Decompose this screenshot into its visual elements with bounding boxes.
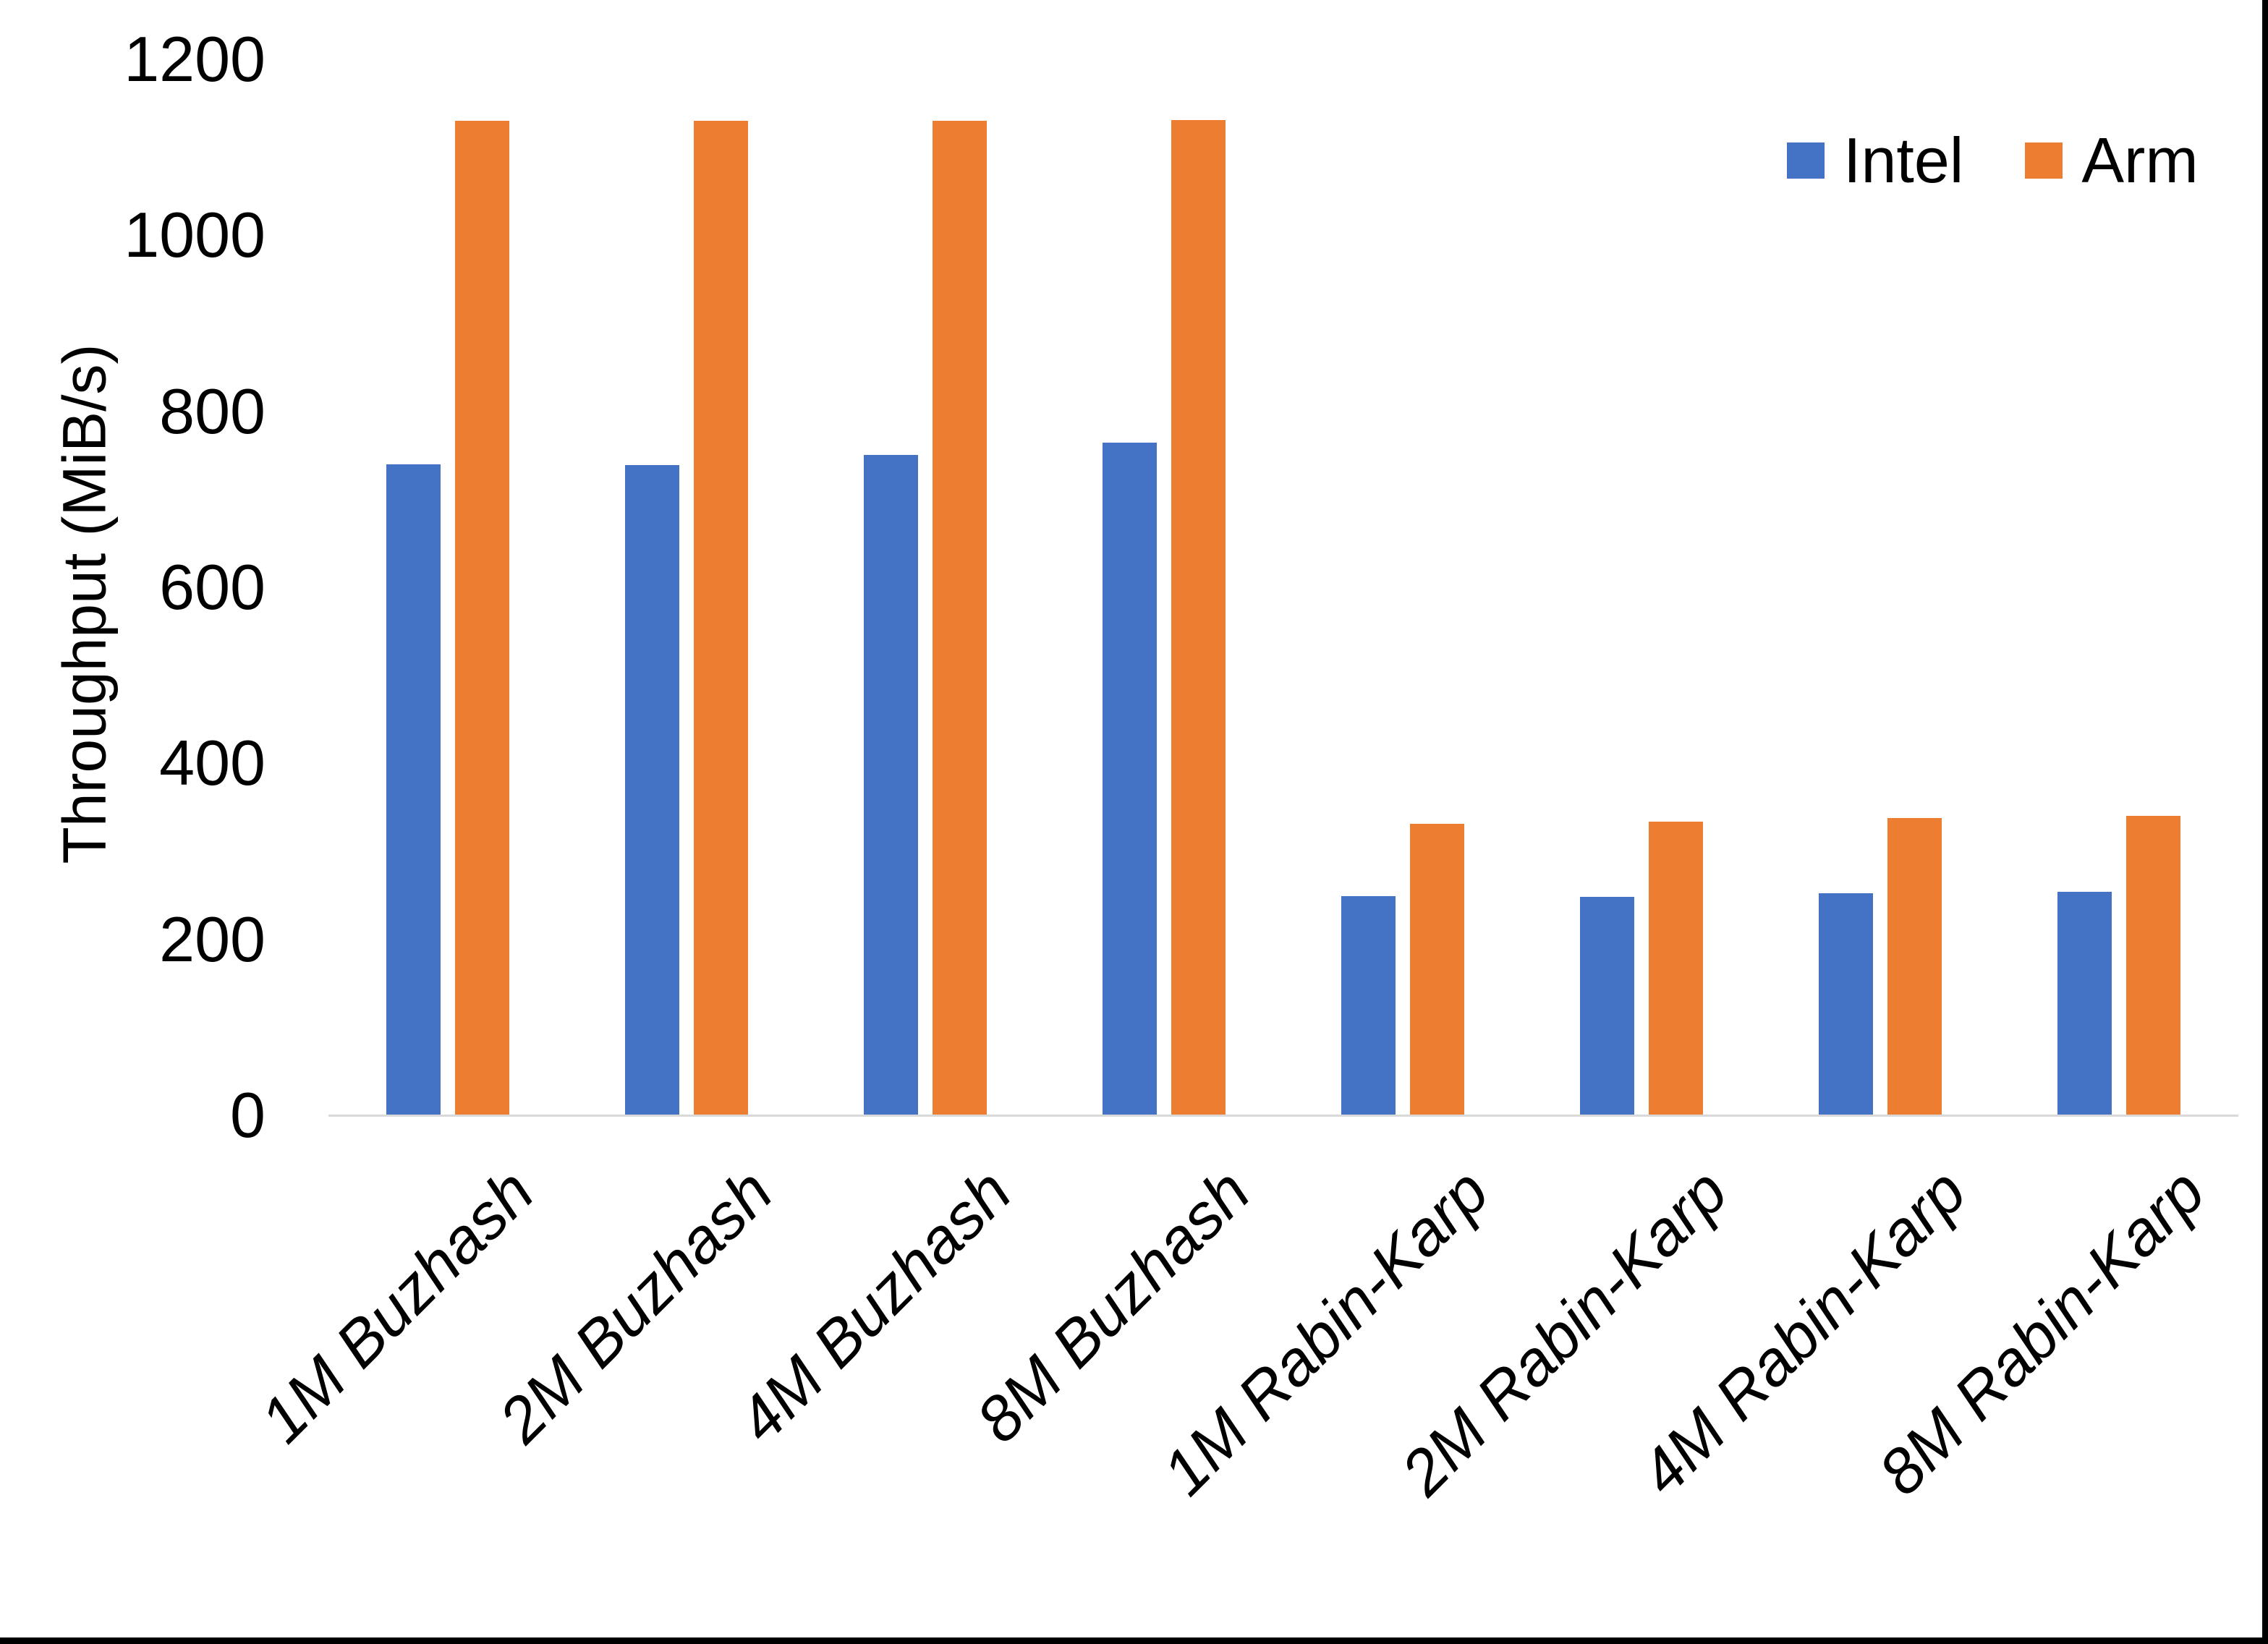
legend-swatch-arm [2025, 142, 2063, 179]
x-axis-line [328, 1115, 2238, 1117]
screen-edge-right [2262, 0, 2268, 1644]
y-tick-label-200: 200 [159, 903, 266, 975]
bar-intel-4m-buzhash [864, 455, 918, 1115]
y-tick-label-1200: 1200 [124, 23, 266, 95]
legend-item-intel: Intel [1787, 129, 1963, 192]
legend: Intel Arm [1787, 129, 2199, 192]
bar-intel-2m-buzhash [625, 465, 679, 1115]
bar-intel-1m-buzhash [386, 464, 441, 1115]
bar-intel-2m-rabin-karp [1580, 897, 1634, 1115]
y-tick-label-400: 400 [159, 727, 266, 799]
bar-arm-1m-buzhash [455, 121, 509, 1115]
screen-edge-bottom [0, 1637, 2268, 1644]
bar-arm-8m-buzhash [1171, 120, 1226, 1115]
bar-arm-2m-buzhash [694, 121, 748, 1115]
y-tick-label-1000: 1000 [124, 199, 266, 271]
bar-intel-8m-rabin-karp [2057, 892, 2112, 1115]
y-tick-label-600: 600 [159, 551, 266, 623]
bar-arm-2m-rabin-karp [1649, 822, 1703, 1115]
y-tick-label-0: 0 [230, 1079, 266, 1151]
bar-intel-1m-rabin-karp [1341, 896, 1396, 1115]
bar-arm-8m-rabin-karp [2126, 816, 2180, 1115]
legend-item-arm: Arm [2025, 124, 2199, 196]
bar-arm-4m-rabin-karp [1887, 818, 1942, 1115]
bar-arm-1m-rabin-karp [1410, 824, 1464, 1115]
bar-intel-4m-rabin-karp [1819, 893, 1873, 1115]
legend-label-arm: Arm [2081, 124, 2199, 196]
bar-intel-8m-buzhash [1103, 443, 1157, 1115]
bar-arm-4m-buzhash [933, 121, 987, 1115]
legend-swatch-intel [1787, 142, 1825, 179]
y-tick-label-800: 800 [159, 375, 266, 447]
legend-label-intel: Intel [1843, 124, 1964, 196]
